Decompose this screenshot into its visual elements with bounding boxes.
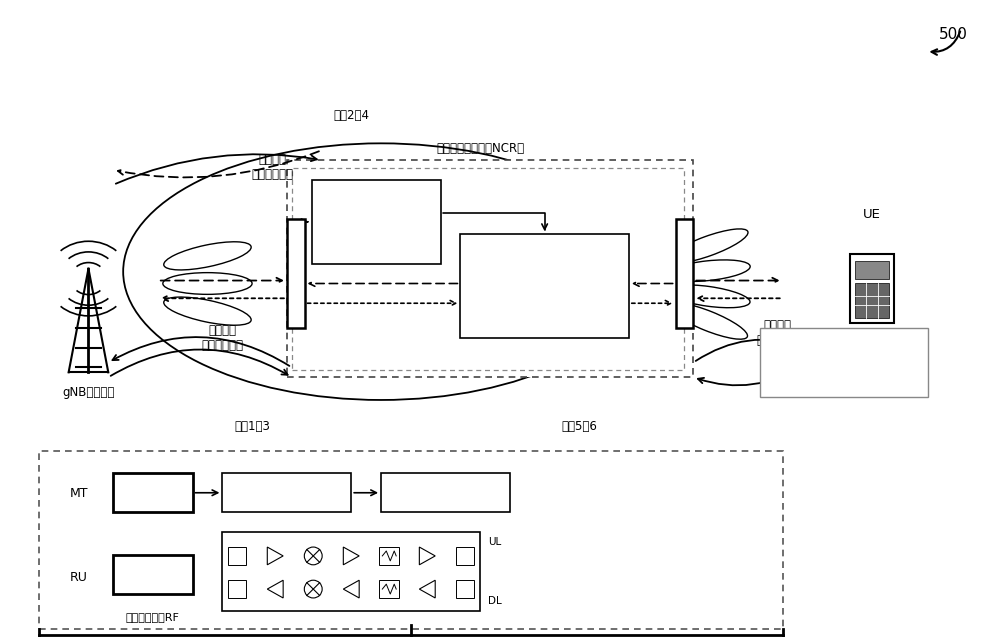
Text: 链路2和4: 链路2和4 [333, 109, 369, 122]
Ellipse shape [164, 242, 251, 270]
Text: MT: MT [69, 487, 88, 500]
Bar [222, 532, 480, 611]
Text: 网络控制中继器（NCR）: 网络控制中继器（NCR） [436, 141, 524, 155]
Text: ~: ~ [462, 586, 468, 592]
Bar [287, 219, 305, 328]
Text: UL: UL [488, 537, 501, 547]
Bar [850, 254, 894, 323]
Text: 接入路径
（接入链路）: 接入路径 （接入链路） [757, 319, 799, 347]
Text: 施主路径
（控制链路）: 施主路径 （控制链路） [251, 153, 293, 181]
Text: RF部分: RF部分 [139, 488, 167, 498]
Bar [287, 160, 693, 377]
Ellipse shape [164, 297, 251, 325]
Polygon shape [343, 547, 359, 565]
Text: UL: UL [832, 339, 847, 352]
Text: ~: ~ [234, 553, 240, 559]
Bar [113, 555, 193, 594]
Text: ~: ~ [234, 586, 240, 592]
Text: 500: 500 [939, 27, 968, 42]
Polygon shape [267, 547, 283, 565]
Bar [113, 473, 193, 512]
Ellipse shape [669, 303, 748, 340]
Bar [855, 284, 889, 318]
Polygon shape [343, 580, 359, 598]
Text: 模拟基带部分: 模拟基带部分 [267, 488, 307, 498]
Text: NCR-FWD
(RU): NCR-FWD (RU) [516, 272, 573, 300]
Text: 施主路径
（回程链路）: 施主路径 （回程链路） [201, 324, 243, 352]
Text: RF部分: RF部分 [139, 570, 167, 580]
Bar [855, 261, 889, 278]
Bar [456, 580, 474, 598]
Text: ~: ~ [462, 553, 468, 559]
Bar [676, 219, 693, 328]
Bar [312, 180, 441, 264]
Text: 共享或分开的RF: 共享或分开的RF [126, 612, 180, 622]
Polygon shape [419, 547, 435, 565]
Bar [379, 547, 399, 565]
Text: RU: RU [70, 571, 87, 584]
Bar [222, 473, 351, 512]
Bar [228, 547, 246, 565]
Ellipse shape [163, 273, 252, 294]
Bar [292, 168, 684, 370]
Ellipse shape [669, 229, 748, 263]
Bar [381, 473, 510, 512]
Bar [39, 451, 783, 629]
Polygon shape [419, 580, 435, 598]
Text: DL: DL [488, 596, 502, 606]
Ellipse shape [666, 285, 750, 308]
Text: 链路1和3: 链路1和3 [234, 420, 270, 433]
Text: gNB（基站）: gNB（基站） [62, 386, 115, 399]
Bar [379, 580, 399, 598]
Text: NCR-MT
(MT): NCR-MT (MT) [353, 208, 399, 236]
Text: 链路5和6: 链路5和6 [561, 420, 597, 433]
Text: 数字基带部分: 数字基带部分 [426, 488, 465, 498]
Bar [456, 547, 474, 565]
Polygon shape [267, 580, 283, 598]
Ellipse shape [666, 260, 750, 282]
Text: DL: DL [832, 371, 848, 384]
Bar [228, 580, 246, 598]
Bar [460, 234, 629, 338]
Bar [760, 328, 928, 397]
Text: UE: UE [863, 208, 881, 221]
